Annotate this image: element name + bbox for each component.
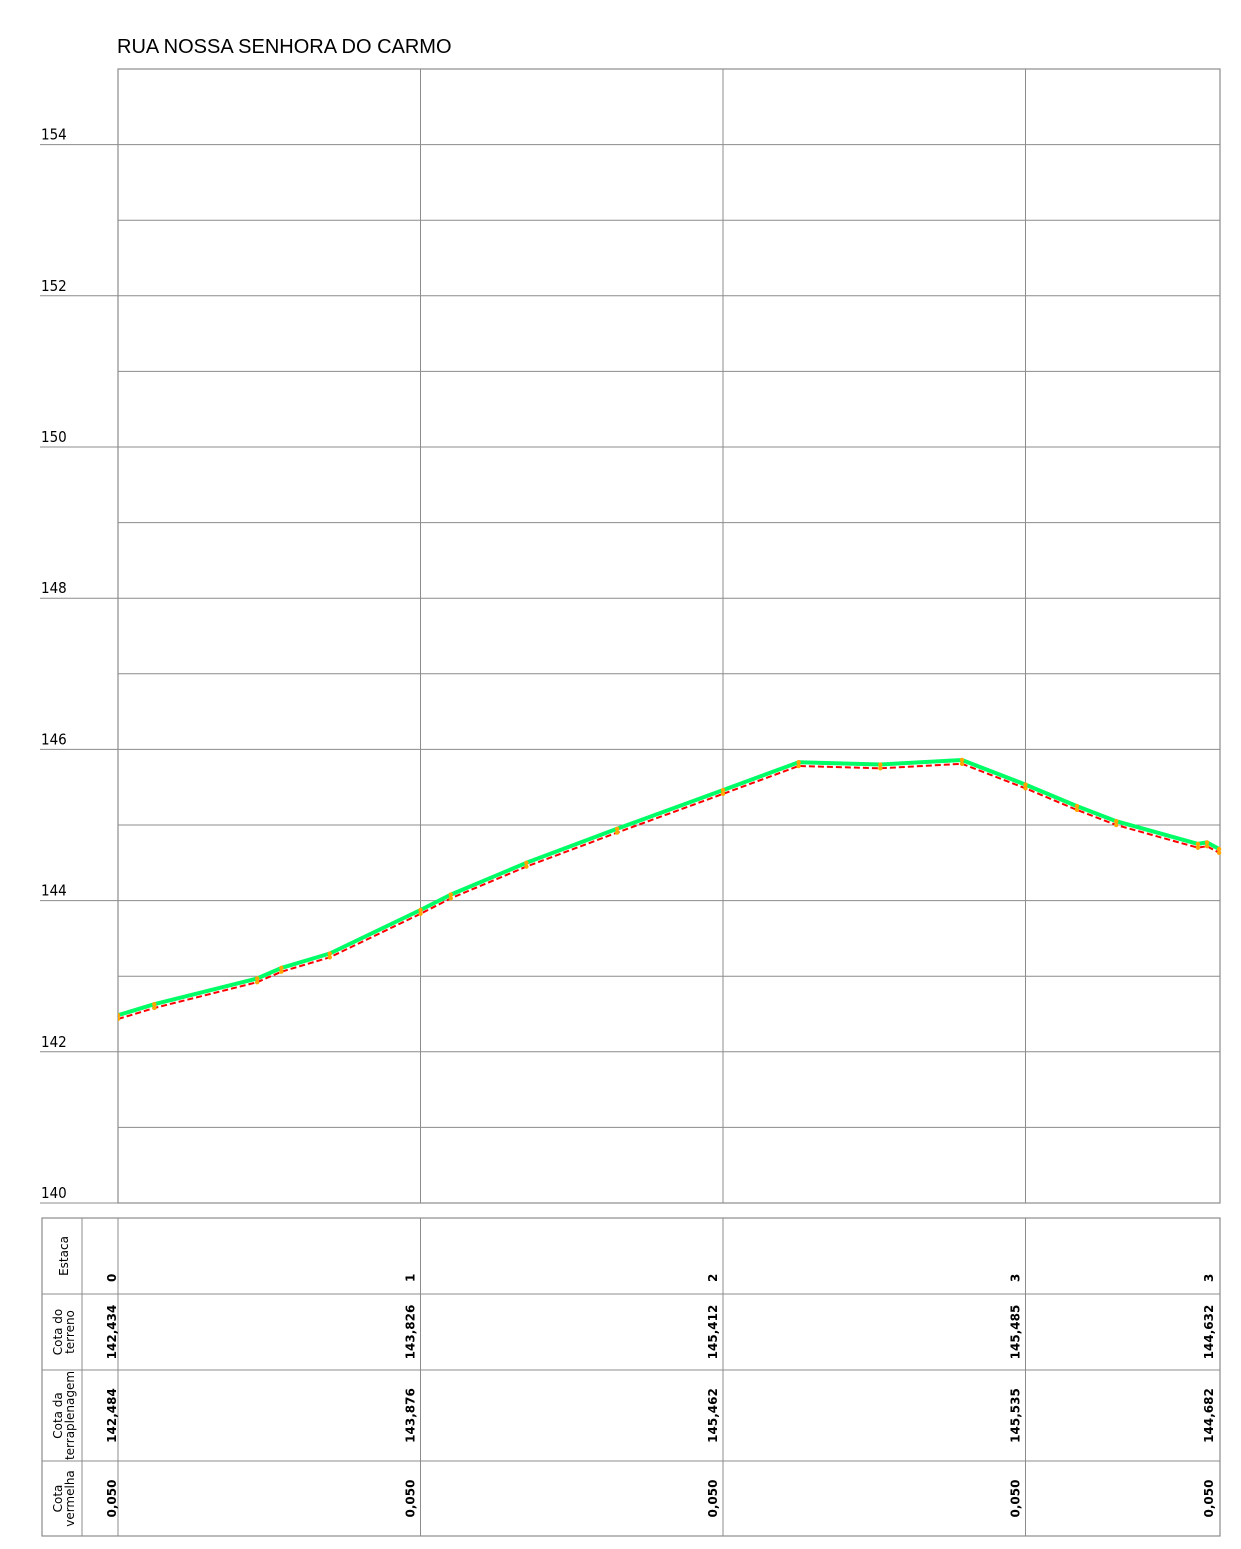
vertex-point-terreno — [254, 980, 260, 985]
vertex-point-terraplenagem — [448, 892, 453, 897]
table-cell-vermelha: 0,050 — [404, 1480, 418, 1518]
vertex-point-terreno — [1023, 786, 1028, 791]
y-axis-ticks: 154 152 150 148 146 144 142 140 — [40, 126, 118, 1204]
vertex-point-terraplenagem — [1023, 782, 1028, 787]
y-tick-label: 144 — [41, 882, 67, 900]
table-cell-terreno: 143,826 — [404, 1305, 418, 1360]
table-cell-terraplenagem: 142,484 — [105, 1388, 119, 1443]
y-tick-label: 140 — [41, 1184, 67, 1202]
table-cell-terreno: 145,412 — [706, 1305, 720, 1360]
table-cell-vermelha: 0,050 — [1202, 1480, 1216, 1518]
vertex-point-terraplenagem — [1216, 846, 1222, 852]
y-tick-label: 142 — [41, 1033, 67, 1051]
table-cell-estaca: 3 — [1009, 1274, 1023, 1282]
vertex-point-terraplenagem — [524, 860, 529, 865]
table-cell-vermelha: 0,050 — [706, 1480, 720, 1518]
data-table: Estaca Cota doterreno Cota daterraplenagem… — [41, 1217, 1221, 1537]
table-cell-terreno: 144,632 — [1202, 1305, 1216, 1360]
vertex-point-terraplenagem — [152, 1001, 157, 1007]
table-cell-terreno: 145,485 — [1009, 1305, 1023, 1360]
table-row-header: Cota daterraplenagem — [51, 1371, 77, 1460]
vertex-point-terraplenagem — [796, 760, 801, 765]
table-cell-estaca: 2 — [706, 1274, 720, 1282]
vertex-point-terreno — [327, 955, 332, 960]
vertex-point-terreno — [1195, 845, 1201, 850]
chart-title: RUA NOSSA SENHORA DO CARMO — [117, 36, 452, 58]
vertex-point-terreno — [279, 969, 284, 974]
vertex-point-terraplenagem — [614, 826, 620, 831]
table-cell-estaca: 1 — [404, 1274, 418, 1282]
y-tick-label: 150 — [41, 428, 67, 446]
table-cell-estaca: 0 — [105, 1274, 119, 1282]
vertex-point-terraplenagem — [1204, 840, 1210, 845]
vertex-point-terreno — [720, 791, 726, 797]
vertex-point-terreno — [118, 1016, 121, 1022]
y-tick-label: 152 — [41, 277, 67, 295]
vertex-point-terraplenagem — [720, 787, 726, 793]
vertex-point-terreno — [524, 864, 529, 869]
vertex-point-terreno — [796, 763, 801, 769]
vertex-point-terraplenagem — [279, 965, 284, 971]
table-cell-estaca: 3 — [1202, 1274, 1216, 1282]
table-frame — [41, 1217, 1221, 1537]
table-cell-terraplenagem: 144,682 — [1202, 1388, 1216, 1443]
vertex-point-terraplenagem — [418, 907, 423, 913]
table-row-header: Estaca — [57, 1236, 71, 1276]
table-cell-terraplenagem: 145,462 — [706, 1388, 720, 1443]
vertex-point-terraplenagem — [1195, 841, 1201, 847]
table-cell-terreno: 142,434 — [105, 1305, 119, 1360]
series-lines — [118, 757, 1222, 1022]
vertex-point-terreno — [1204, 843, 1210, 849]
y-tick-label: 146 — [41, 730, 67, 748]
plot-frame — [117, 68, 1221, 1204]
y-tick-label: 148 — [41, 579, 67, 597]
vertex-point-terreno — [448, 896, 453, 901]
vertex-point-terraplenagem — [1114, 819, 1119, 824]
vertex-point-terreno — [614, 830, 620, 835]
table-cell-terraplenagem: 143,876 — [404, 1388, 418, 1443]
series-line-terreno — [118, 762, 1220, 1020]
vertex-point-terreno — [959, 761, 965, 766]
table-row-header: Cotavermelha — [51, 1470, 77, 1527]
vertex-point-terreno — [152, 1005, 157, 1011]
grid — [117, 68, 1221, 1204]
y-tick-label: 154 — [41, 126, 67, 144]
vertex-point-terraplenagem — [327, 951, 332, 956]
vertex-point-terreno — [418, 911, 423, 916]
table-cell-vermelha: 0,050 — [105, 1480, 119, 1518]
series-line-terraplenagem — [118, 758, 1221, 1018]
vertex-point-terraplenagem — [878, 762, 883, 767]
vertex-point-terraplenagem — [118, 1013, 121, 1018]
table-cell-vermelha: 0,050 — [1009, 1480, 1023, 1518]
vertex-point-terreno — [1074, 807, 1080, 813]
vertex-point-terreno — [878, 766, 883, 771]
vertex-point-terreno — [1114, 822, 1119, 828]
vertex-point-terraplenagem — [1074, 803, 1080, 809]
table-cell-terraplenagem: 145,535 — [1009, 1388, 1023, 1443]
table-row-header: Cota doterreno — [51, 1309, 77, 1356]
vertex-point-terreno — [1216, 850, 1222, 856]
vertex-point-terraplenagem — [959, 757, 965, 763]
vertex-point-terraplenagem — [254, 976, 260, 981]
